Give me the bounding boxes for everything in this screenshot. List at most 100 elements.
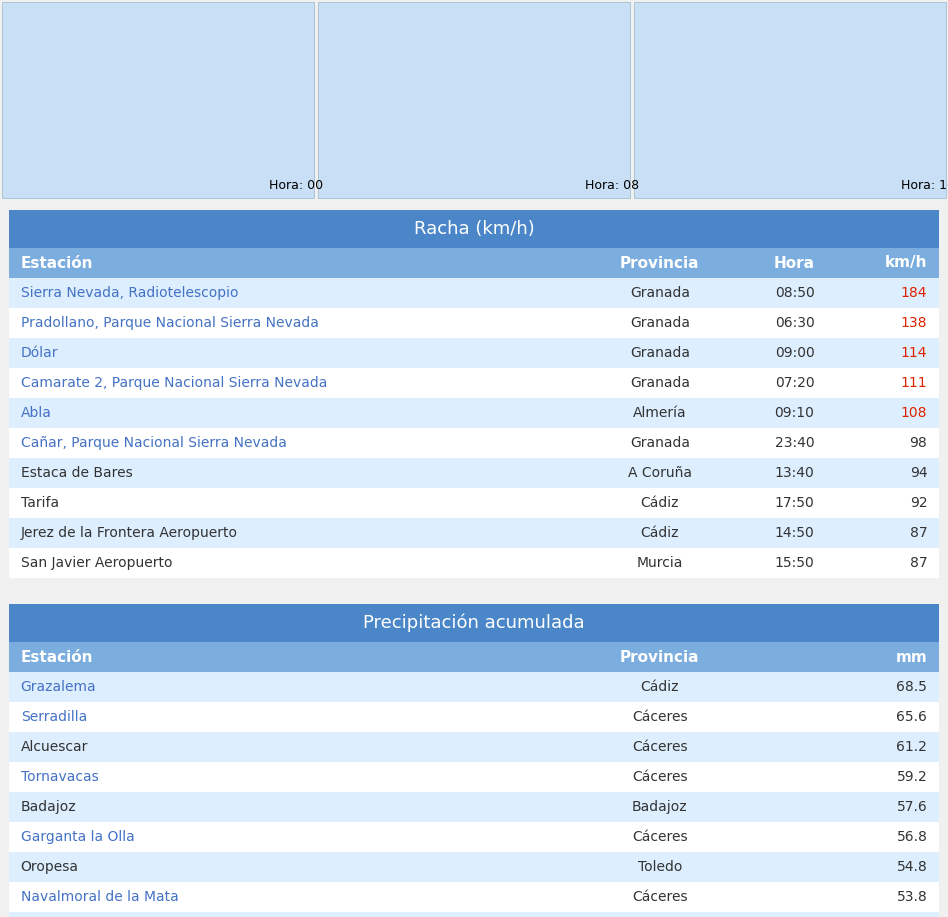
Text: Estaca de Bares: Estaca de Bares (21, 466, 133, 480)
Text: Cádiz: Cádiz (641, 526, 679, 540)
Bar (9, 248, 939, 278)
Text: Granada: Granada (629, 316, 690, 330)
Text: 54.8: 54.8 (897, 860, 927, 874)
Text: Tornavacas: Tornavacas (21, 770, 99, 784)
Text: Sierra Nevada, Radiotelescopio: Sierra Nevada, Radiotelescopio (21, 286, 238, 300)
Bar (9, 672, 939, 702)
Text: Cáceres: Cáceres (632, 770, 687, 784)
Text: Serradilla: Serradilla (21, 710, 87, 724)
Text: 114: 114 (901, 346, 927, 360)
Bar (318, 2, 630, 198)
Text: 87: 87 (910, 526, 927, 540)
Text: Hora: 00: Hora: 00 (269, 179, 323, 192)
Text: 98: 98 (910, 436, 927, 450)
Text: 111: 111 (901, 376, 927, 390)
Text: Cañar, Parque Nacional Sierra Nevada: Cañar, Parque Nacional Sierra Nevada (21, 436, 286, 450)
Text: Oropesa: Oropesa (21, 860, 79, 874)
Text: 23:40: 23:40 (775, 436, 814, 450)
Text: 108: 108 (901, 406, 927, 420)
Text: Estación: Estación (21, 256, 93, 271)
Bar (9, 428, 939, 458)
Text: 53.8: 53.8 (897, 890, 927, 904)
Text: San Javier Aeropuerto: San Javier Aeropuerto (21, 556, 173, 570)
Text: Hora: Hora (774, 256, 815, 271)
Bar (9, 398, 939, 428)
Text: Hora: 16: Hora: 16 (901, 179, 948, 192)
Bar (9, 488, 939, 518)
Text: 09:00: 09:00 (775, 346, 814, 360)
Bar (9, 852, 939, 882)
Text: Dólar: Dólar (21, 346, 58, 360)
Text: Toledo: Toledo (638, 860, 682, 874)
Bar (9, 338, 939, 368)
Text: Camarate 2, Parque Nacional Sierra Nevada: Camarate 2, Parque Nacional Sierra Nevad… (21, 376, 327, 390)
Bar (9, 732, 939, 762)
Text: 138: 138 (901, 316, 927, 330)
Text: A Coruña: A Coruña (628, 466, 692, 480)
Text: Almería: Almería (633, 406, 686, 420)
Text: 59.2: 59.2 (897, 770, 927, 784)
Bar (9, 518, 939, 548)
Text: 17:50: 17:50 (775, 496, 814, 510)
Bar (9, 822, 939, 852)
Text: 06:30: 06:30 (775, 316, 814, 330)
Text: Racha (km/h): Racha (km/h) (413, 220, 535, 238)
Text: Cádiz: Cádiz (641, 680, 679, 694)
Text: 92: 92 (910, 496, 927, 510)
Text: Pradollano, Parque Nacional Sierra Nevada: Pradollano, Parque Nacional Sierra Nevad… (21, 316, 319, 330)
Text: Precipitación acumulada: Precipitación acumulada (363, 613, 585, 632)
Bar (9, 762, 939, 792)
Text: Badajoz: Badajoz (21, 800, 76, 814)
Text: Granada: Granada (629, 346, 690, 360)
Text: Navalmoral de la Mata: Navalmoral de la Mata (21, 890, 178, 904)
Text: 94: 94 (910, 466, 927, 480)
Text: mm: mm (896, 649, 927, 665)
Text: 61.2: 61.2 (897, 740, 927, 754)
Text: Murcia: Murcia (637, 556, 683, 570)
Text: Cáceres: Cáceres (632, 710, 687, 724)
Bar (9, 548, 939, 578)
Bar (9, 912, 939, 917)
Text: 56.8: 56.8 (897, 830, 927, 844)
Text: 07:20: 07:20 (775, 376, 814, 390)
Text: 57.6: 57.6 (897, 800, 927, 814)
Bar (9, 604, 939, 642)
Text: 13:40: 13:40 (775, 466, 814, 480)
Bar (2, 2, 314, 198)
Text: km/h: km/h (884, 256, 927, 271)
Bar (9, 882, 939, 912)
Text: Cáceres: Cáceres (632, 740, 687, 754)
Text: Abla: Abla (21, 406, 51, 420)
Bar (9, 792, 939, 822)
Text: Cáceres: Cáceres (632, 890, 687, 904)
Text: Tarifa: Tarifa (21, 496, 59, 510)
Text: Estación: Estación (21, 649, 93, 665)
Bar (9, 210, 939, 248)
Bar (9, 368, 939, 398)
Text: Grazalema: Grazalema (21, 680, 97, 694)
Bar (9, 642, 939, 672)
Bar (9, 278, 939, 308)
Text: Provincia: Provincia (620, 256, 700, 271)
Text: Granada: Granada (629, 436, 690, 450)
Text: 184: 184 (901, 286, 927, 300)
Text: Hora: 08: Hora: 08 (585, 179, 639, 192)
Text: Cáceres: Cáceres (632, 830, 687, 844)
Text: Provincia: Provincia (620, 649, 700, 665)
Text: 14:50: 14:50 (775, 526, 814, 540)
Text: Badajoz: Badajoz (632, 800, 687, 814)
Text: Garganta la Olla: Garganta la Olla (21, 830, 135, 844)
Text: 87: 87 (910, 556, 927, 570)
Text: 08:50: 08:50 (775, 286, 814, 300)
Bar (9, 702, 939, 732)
Bar (9, 308, 939, 338)
Text: Alcuescar: Alcuescar (21, 740, 88, 754)
Text: 09:10: 09:10 (775, 406, 814, 420)
Text: Cádiz: Cádiz (641, 496, 679, 510)
Text: 65.6: 65.6 (897, 710, 927, 724)
Text: Jerez de la Frontera Aeropuerto: Jerez de la Frontera Aeropuerto (21, 526, 238, 540)
Bar (9, 458, 939, 488)
Text: 68.5: 68.5 (897, 680, 927, 694)
Text: Granada: Granada (629, 286, 690, 300)
Text: 15:50: 15:50 (775, 556, 814, 570)
